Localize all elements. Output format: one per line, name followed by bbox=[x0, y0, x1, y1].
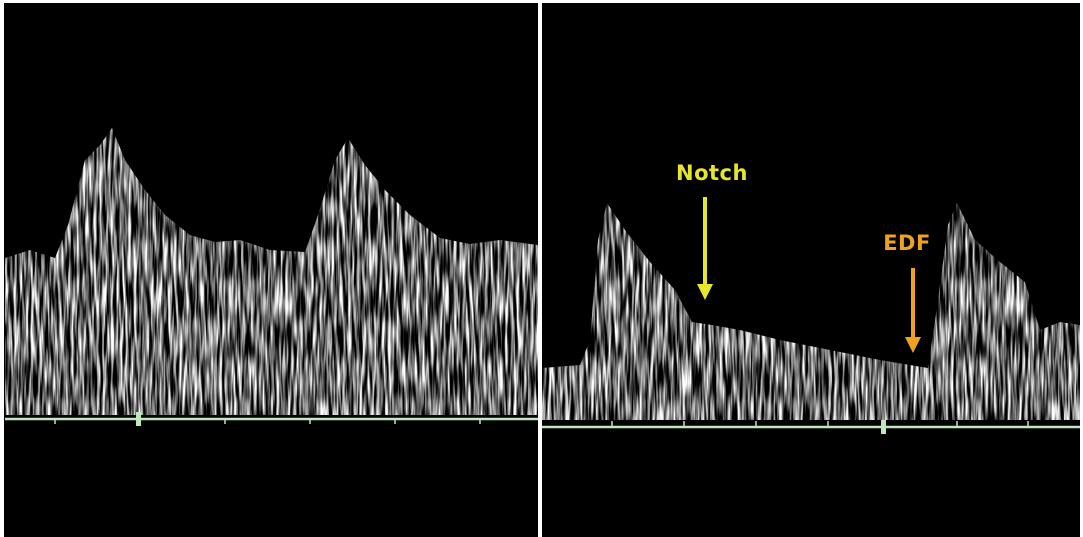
page: Notch EDF (() => { const data = JSON.par… bbox=[0, 0, 1083, 537]
annotation-label: Notch bbox=[676, 161, 748, 185]
doppler-figure: Notch EDF bbox=[0, 0, 1083, 537]
baseline-marker bbox=[136, 412, 141, 426]
baseline-marker bbox=[881, 420, 886, 434]
annotation-label: EDF bbox=[883, 231, 931, 255]
